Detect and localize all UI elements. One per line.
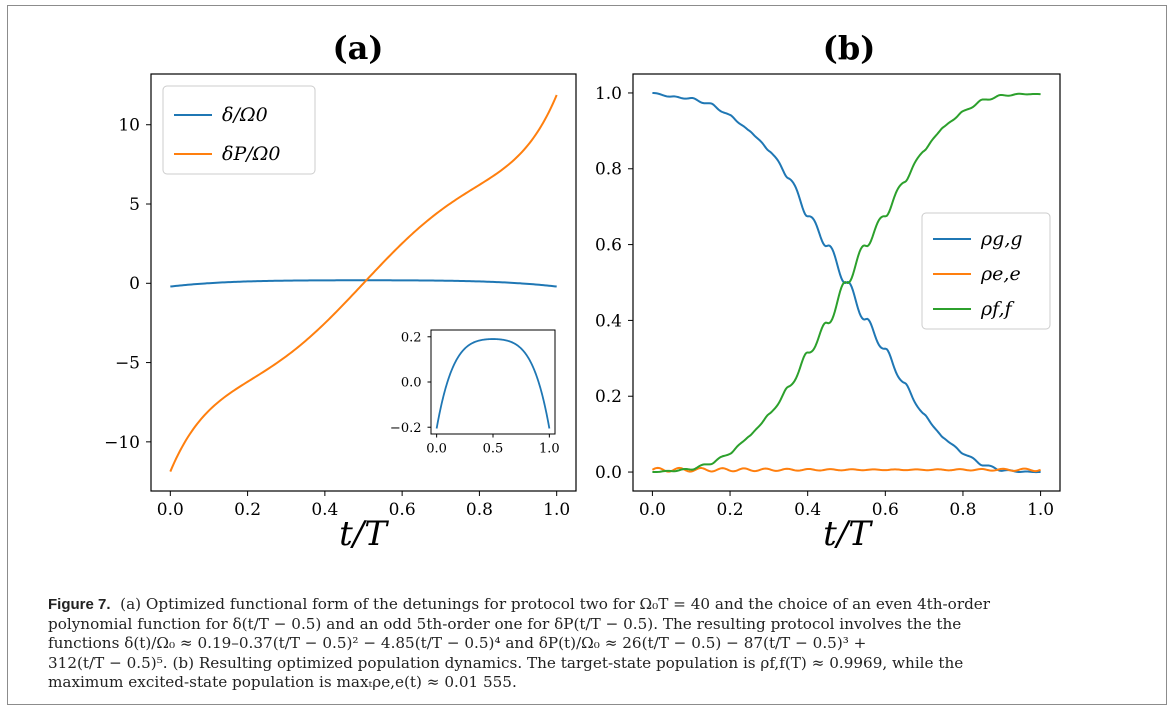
caption-line-1: Figure 7. (a) Optimized functional form … — [48, 595, 1148, 615]
panel-b-xtick-label: 0.0 — [639, 500, 666, 520]
legend-label-delta: δ/Ω0 — [222, 104, 268, 126]
panel-b-ytick-label: 0.2 — [595, 387, 622, 407]
caption-text-1: (a) Optimized functional form of the det… — [120, 595, 991, 613]
series-rho-ee-line — [651, 466, 1041, 473]
panel-b-title: (b) — [823, 29, 876, 67]
inset-xtick-label: 1.0 — [539, 442, 560, 457]
panel-b-lines — [651, 91, 1041, 474]
caption-line-3: functions δ(t)/Ω₀ ≈ 0.19–0.37(t/T − 0.5)… — [48, 634, 867, 652]
panel-a-ytick-label: −5 — [115, 354, 140, 374]
inset-line — [435, 338, 551, 429]
panel-a-xtick-label: 0.6 — [389, 500, 416, 520]
figure-caption: Figure 7. (a) Optimized functional form … — [48, 595, 1148, 693]
inset-ytick-label: −0.2 — [390, 421, 422, 436]
panel-a-xtick-label: 0.8 — [466, 500, 493, 520]
panel-b-ytick-label: 0.6 — [595, 236, 622, 256]
panel-b-ytick-label: 0.4 — [595, 311, 622, 331]
panel-a-xtick-label: 0.4 — [311, 500, 338, 520]
series-deltaP-line — [169, 94, 558, 472]
panel-b-axes — [632, 73, 1061, 492]
panel-b-legend: ρg,g ρe,e ρf,f — [921, 212, 1051, 330]
inset-delta-line — [435, 338, 551, 429]
caption-line-5: maximum excited-state population is maxₜ… — [48, 673, 517, 691]
caption-line-4: 312(t/T − 0.5)⁵. (b) Resulting optimized… — [48, 653, 964, 672]
panel-b-xtick-label: 1.0 — [1027, 500, 1054, 520]
panel-a-xtick-label: 1.0 — [543, 500, 570, 520]
panel-b-xlabel: t/T — [823, 514, 873, 554]
panel-b-xtick-label: 0.2 — [717, 500, 744, 520]
panel-a-ytick-label: 5 — [129, 195, 140, 215]
legend-label-rho-ff: ρf,f — [980, 298, 1015, 320]
series-rho-ff-line — [652, 92, 1041, 474]
panel-a-yticks: −10 −5 0 5 10 — [104, 116, 151, 453]
panel-a-xticks: 0.0 0.2 0.4 0.6 0.8 1.0 — [157, 491, 570, 520]
caption-line-2: polynomial function for δ(t/T − 0.5) and… — [48, 614, 962, 633]
legend-label-deltaP: δP/Ω0 — [222, 143, 280, 165]
panel-b-ytick-label: 0.0 — [595, 463, 622, 483]
panel-b-ytick-label: 0.8 — [595, 160, 622, 180]
panel-b-xtick-label: 0.6 — [872, 500, 899, 520]
panel-a-title: (a) — [332, 29, 383, 67]
caption-label: Figure 7. — [48, 596, 111, 613]
inset-ytick-label: 0.0 — [401, 376, 422, 391]
inset-ticks: 0.0 0.5 1.0 −0.2 0.0 0.2 — [390, 330, 560, 456]
inset-xtick-label: 0.5 — [483, 442, 504, 457]
inset-axes — [430, 329, 556, 435]
inset-ytick-label: 0.2 — [401, 330, 422, 345]
panel-a-legend-box — [162, 85, 316, 175]
panel-a-ytick-label: 10 — [118, 116, 140, 136]
panel-a-ytick-label: 0 — [129, 274, 140, 294]
panel-a-xlabel: t/T — [339, 514, 389, 554]
panel-b-xtick-label: 0.4 — [794, 500, 821, 520]
panel-a-inset: 0.0 0.5 1.0 −0.2 0.0 0.2 — [390, 329, 560, 457]
figure-plots: (a) 0.0 0.2 0.4 0.6 0.8 1.0 −10 −5 0 5 10 t/T δ/Ω… — [104, 29, 1061, 554]
panel-a-legend: δ/Ω0 δP/Ω0 — [162, 85, 316, 175]
panel-b-yticks: 0.0 0.2 0.4 0.6 0.8 1.0 — [595, 84, 633, 483]
panel-a-xtick-label: 0.0 — [157, 500, 184, 520]
panel-a-axes — [150, 73, 577, 492]
panel-b-xtick-label: 0.8 — [949, 500, 976, 520]
panel-a-ytick-label: −10 — [104, 433, 140, 453]
panel-a-xtick-label: 0.2 — [234, 500, 261, 520]
legend-label-rho-ee: ρe,e — [980, 263, 1021, 285]
panel-b-ytick-label: 1.0 — [595, 84, 622, 104]
inset-xtick-label: 0.0 — [426, 442, 447, 457]
panel-a-lines — [169, 94, 558, 472]
legend-label-rho-gg: ρg,g — [980, 228, 1023, 250]
panel-b-xticks: 0.0 0.2 0.4 0.6 0.8 1.0 — [639, 491, 1054, 520]
panel-a: (a) 0.0 0.2 0.4 0.6 0.8 1.0 −10 −5 0 5 10 t/T δ/Ω… — [104, 29, 577, 554]
series-delta-line — [170, 279, 557, 288]
panel-b: (b) 0.0 0.2 0.4 0.6 0.8 1.0 0.0 0.2 0.4 0.6 0.8 1.… — [595, 29, 1061, 554]
panel-b-legend-box — [921, 212, 1051, 330]
